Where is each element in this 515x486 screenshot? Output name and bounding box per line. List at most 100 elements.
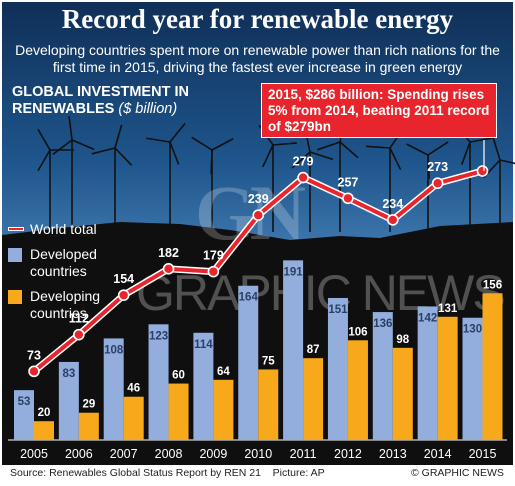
world-total-point	[476, 165, 489, 177]
world-total-series	[28, 165, 489, 378]
bar-developing	[34, 421, 54, 440]
bar-developing	[437, 316, 458, 440]
world-total-point	[342, 192, 354, 205]
watermark-logo: GN	[195, 169, 306, 256]
world-total-value-label: 279	[293, 155, 314, 169]
turbine-blade	[406, 143, 429, 156]
wind-turbine	[37, 128, 74, 232]
bar-label-developed: 114	[194, 339, 213, 351]
bar-label-developing: 46	[127, 383, 140, 395]
bar-developed	[462, 317, 483, 440]
turbine-blade	[389, 147, 402, 170]
bar-label-developing: 106	[348, 326, 367, 338]
watermark-brand: GRAPHIC NEWS	[136, 265, 506, 321]
bars	[14, 260, 503, 440]
x-tick-label: 2006	[65, 447, 93, 461]
turbine-blade	[146, 137, 171, 143]
wind-turbine	[91, 124, 133, 232]
bar-developing	[213, 379, 234, 440]
bar-label-developed: 53	[18, 396, 31, 408]
bar-developing	[482, 293, 503, 440]
world-total-value-label: 179	[203, 249, 224, 263]
world-total-point	[28, 365, 40, 378]
bar-label-developed: 151	[328, 304, 348, 316]
turbine-blade	[68, 116, 73, 141]
chart-heading-unit: ($ billion)	[118, 101, 178, 117]
bar-developed	[148, 324, 169, 440]
turbine-blade	[309, 151, 334, 161]
bar-label-developing: 64	[217, 366, 230, 378]
page-title: Record year for renewable energy	[61, 4, 454, 34]
x-tick-label: 2011	[290, 447, 317, 461]
turbine-blade	[469, 137, 494, 143]
world-total-point	[386, 214, 399, 226]
bar-label-developing: 75	[262, 355, 275, 367]
bar-label-developing: 131	[438, 303, 458, 315]
turbine-blade	[169, 141, 180, 165]
x-tick-label: 2012	[334, 447, 362, 461]
legend: World total Developed countries Developi…	[8, 221, 148, 330]
bar-label-developing: 156	[483, 279, 502, 291]
bar-developed	[417, 306, 438, 440]
bar-developed	[238, 285, 259, 440]
bar-developed	[283, 260, 304, 440]
bar-developing	[392, 347, 413, 440]
bar-label-developed: 130	[463, 324, 482, 336]
turbine-blade	[461, 141, 471, 165]
legend-swatch-developed	[8, 248, 22, 262]
world-total-point	[73, 328, 85, 341]
bar-developed	[327, 297, 348, 440]
world-total-value-label: 257	[338, 175, 359, 189]
bar-label-developed: 191	[284, 266, 304, 278]
x-axis-ticks: 2005 2006 2007 2008 2009 2010 2011 2012 2013 2014…	[20, 447, 496, 461]
bar-developing	[78, 412, 99, 440]
source-text: Source: Renewables Global Status Report …	[10, 467, 261, 479]
world-total-value-label: 112	[69, 312, 89, 326]
x-tick-label: 2013	[379, 447, 407, 461]
bar-label-developing: 98	[396, 334, 409, 346]
chart-heading: GLOBAL INVESTMENT IN RENEWABLES ($ billi…	[12, 84, 252, 118]
turbine-blade	[492, 136, 501, 161]
world-total-point	[162, 263, 175, 275]
world-total-value-label: 182	[158, 246, 179, 260]
world-total-value-label: 273	[427, 160, 448, 174]
turbine-blade	[339, 141, 359, 159]
bar-developed	[58, 361, 79, 440]
x-tick-label: 2014	[424, 447, 452, 461]
legend-swatch-developing	[8, 290, 22, 304]
world-total-point	[207, 265, 220, 278]
wind-turbine	[52, 116, 95, 232]
wind-turbine	[483, 136, 515, 232]
copyright-credit: © GRAPHIC NEWS	[411, 467, 504, 479]
world-total-point	[252, 209, 265, 222]
legend-label-developing: Developing countries	[30, 288, 101, 321]
wind-turbine	[146, 122, 186, 232]
wind-turbine	[317, 118, 359, 232]
turbine-blade	[91, 147, 116, 155]
bar-developing	[347, 340, 368, 440]
bar-label-developing: 20	[38, 407, 51, 419]
turbine-blade	[272, 142, 297, 146]
bar-label-developed: 83	[62, 368, 75, 380]
legend-item-developed: Developed countries	[8, 246, 148, 280]
turbine-blade	[262, 144, 274, 168]
turbine-blade	[211, 138, 234, 151]
turbine-blade	[210, 149, 213, 175]
world-total-value-label: 234	[382, 197, 403, 211]
bar-label-developed: 164	[239, 292, 259, 304]
bar-label-developed: 123	[149, 330, 168, 342]
turbine-blade	[499, 159, 515, 165]
turbine-blade	[114, 124, 123, 149]
turbine-blade	[427, 154, 431, 180]
world-total-value-labels: 73 112 154 182 179 239 279 257 234 273	[27, 155, 448, 363]
wind-turbine	[191, 136, 234, 232]
turbine-blade	[191, 136, 213, 151]
turbine-blade	[291, 151, 311, 169]
x-tick-label: 2015	[469, 447, 497, 461]
turbine-blade	[37, 149, 51, 172]
turbine-blade	[37, 128, 51, 151]
turbine-blade	[52, 139, 73, 156]
